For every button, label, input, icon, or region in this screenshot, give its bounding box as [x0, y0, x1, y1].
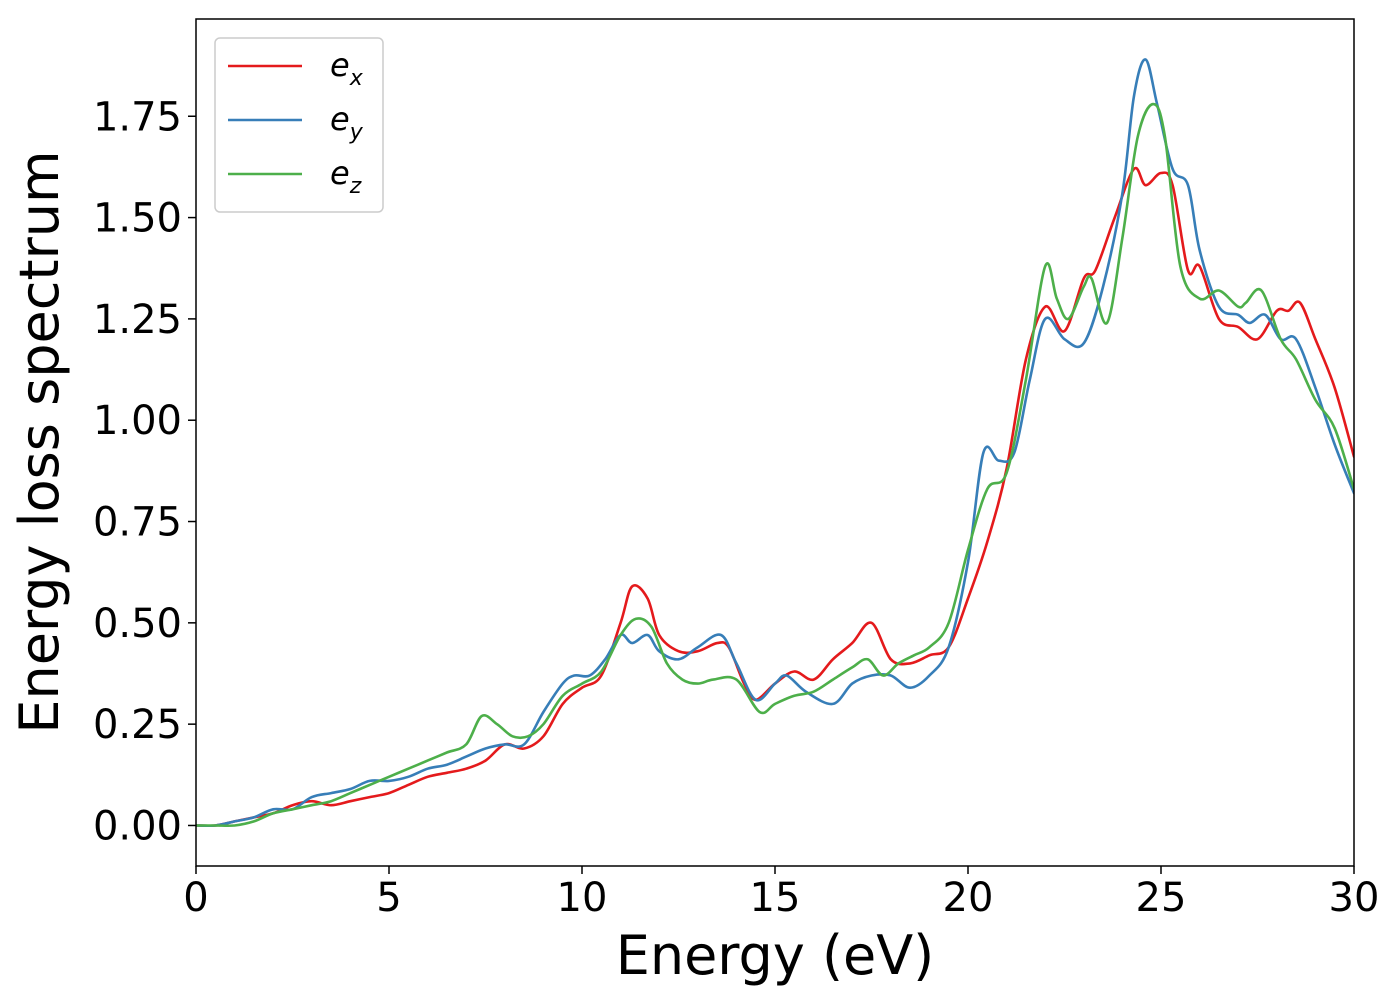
y-tick-label: 0.50	[93, 601, 182, 647]
y-axis-label: Energy loss spectrum	[8, 150, 71, 733]
x-tick-label: 20	[943, 875, 994, 921]
series-line-x	[196, 166, 1354, 828]
x-axis-ticks: 0 5 10 15 20 25 30	[183, 866, 1379, 921]
legend-label-base: e	[330, 100, 350, 138]
x-tick-label: 10	[557, 875, 608, 921]
x-tick-label: 0	[183, 875, 208, 921]
x-axis-label: Energy (eV)	[616, 924, 935, 987]
x-tick-label: 5	[376, 875, 401, 921]
series-group	[196, 58, 1354, 828]
legend-label-x: ex	[330, 46, 364, 91]
legend-box	[214, 37, 384, 213]
y-tick-label: 1.00	[93, 398, 182, 444]
legend-label-base: e	[330, 154, 350, 192]
x-tick-label: 15	[750, 875, 801, 921]
x-tick-label: 30	[1329, 875, 1380, 921]
legend-label-subscript: x	[349, 66, 364, 91]
legend-label-base: e	[330, 46, 350, 84]
y-tick-label: 0.75	[93, 500, 182, 546]
y-tick-label: 0.25	[93, 702, 182, 748]
legend-label-subscript: y	[349, 120, 364, 145]
legend-label-z: ez	[330, 154, 362, 199]
y-tick-label: 1.75	[93, 94, 182, 140]
y-tick-label: 1.25	[93, 297, 182, 343]
y-axis-ticks: 0.00 0.25 0.50 0.75 1.00 1.25 1.50 1.75	[93, 94, 196, 849]
y-tick-label: 0.00	[93, 803, 182, 849]
legend-label-subscript: z	[349, 174, 362, 199]
y-tick-label: 1.50	[93, 196, 182, 242]
series-line-z	[196, 102, 1354, 828]
series-line-y	[196, 58, 1354, 828]
x-tick-label: 25	[1136, 875, 1187, 921]
legend-label-y: ey	[330, 100, 364, 145]
